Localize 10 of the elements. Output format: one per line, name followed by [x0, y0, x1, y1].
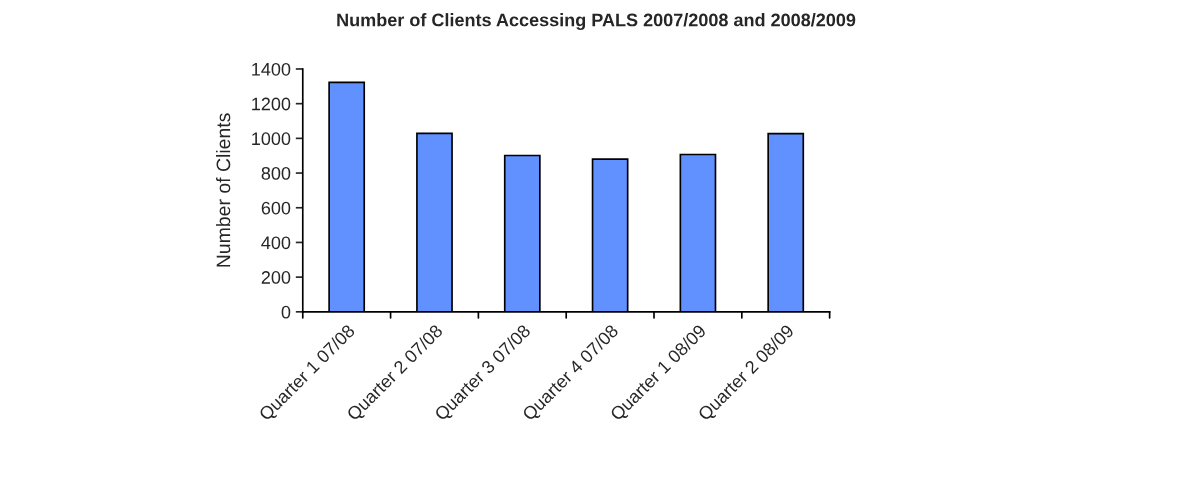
y-tick-label: 400 — [261, 236, 291, 250]
y-tick-label: 1000 — [252, 132, 291, 146]
y-tick-label: 1400 — [252, 62, 291, 76]
y-tick-label: 200 — [261, 271, 291, 284]
y-tick-label: 1200 — [252, 97, 291, 111]
chart-title: Number of Clients Accessing PALS 2007/2008 and 2008/2009 — [337, 13, 856, 31]
y-axis-title: Number of Clients — [216, 113, 231, 267]
y-tick-label: 800 — [261, 166, 291, 180]
y-tick-label: 0 — [281, 305, 291, 319]
y-tick-label: 600 — [261, 201, 291, 215]
